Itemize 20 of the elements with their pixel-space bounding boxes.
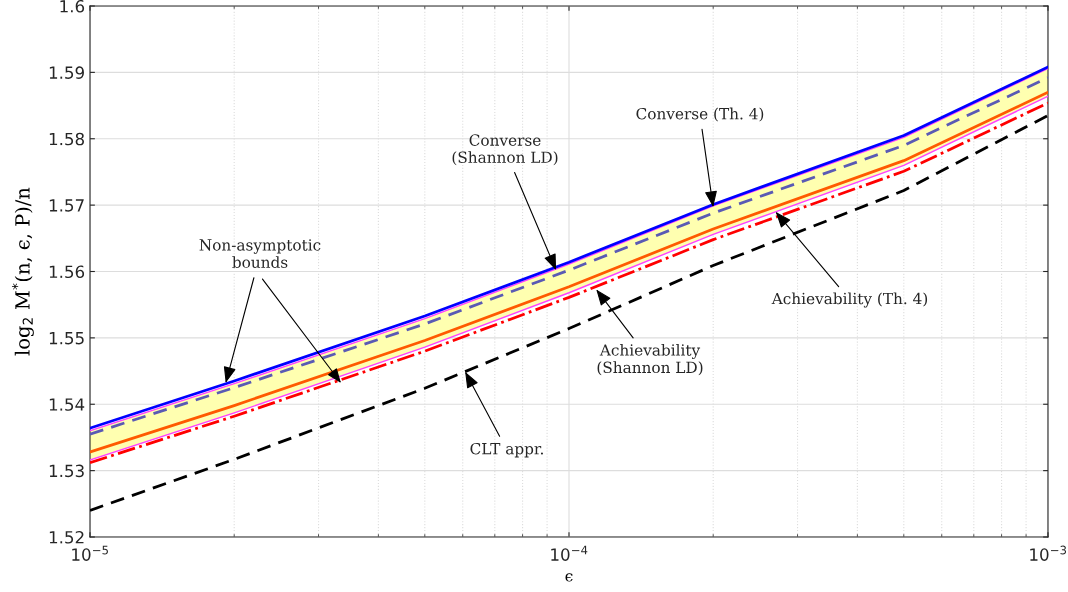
y-tick-label: 1.58 <box>49 132 84 146</box>
x-tick-label: 10$^{−3}$ <box>1030 545 1067 561</box>
y-axis-title: log$_{2}$ M$^{*}$(n, ϵ, P)/n <box>11 187 34 356</box>
annotation: Achievability (Th. 4) <box>771 292 928 308</box>
x-tick-label: 10$^{−5}$ <box>72 545 108 561</box>
annotation: CLT appr. <box>470 442 543 458</box>
y-tick-label: 1.54 <box>49 398 85 411</box>
y-tick-label: 1.52 <box>49 530 84 544</box>
y-tick-label: 1.56 <box>49 265 85 279</box>
y-tick-label: 1.6 <box>60 0 85 13</box>
annotation: Converse (Th. 4) <box>636 107 764 122</box>
y-tick-label: 1.55 <box>49 332 84 345</box>
annotation: Achievability (Shannon LD) <box>597 343 703 376</box>
annotation: Converse (Shannon LD) <box>452 134 558 166</box>
annotation: Non-asymptotic bounds <box>199 239 321 268</box>
y-tick-label: 1.53 <box>49 464 84 478</box>
y-tick-label: 1.57 <box>49 199 84 212</box>
x-axis-title: ϵ <box>565 573 573 582</box>
x-tick-label: 10$^{−4}$ <box>551 545 588 561</box>
y-tick-label: 1.59 <box>49 66 84 79</box>
